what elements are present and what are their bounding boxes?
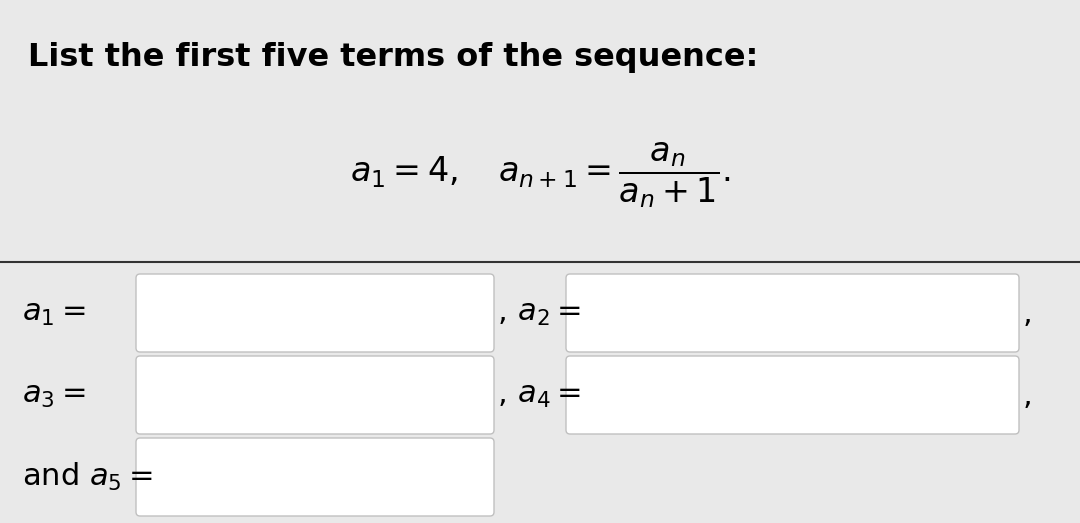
Text: and $a_5 =$: and $a_5 =$ <box>22 461 152 493</box>
Text: $,\, a_4 =$: $,\, a_4 =$ <box>497 381 581 410</box>
Text: $,$: $,$ <box>1022 381 1030 410</box>
FancyBboxPatch shape <box>566 356 1020 434</box>
Text: List the first five terms of the sequence:: List the first five terms of the sequenc… <box>28 42 758 73</box>
FancyBboxPatch shape <box>566 274 1020 352</box>
Text: $a_3 =$: $a_3 =$ <box>22 381 85 410</box>
Text: $a_1 = 4, \quad a_{n+1} = \dfrac{a_n}{a_n + 1}.$: $a_1 = 4, \quad a_{n+1} = \dfrac{a_n}{a_… <box>350 140 730 210</box>
Text: $,\, a_2 =$: $,\, a_2 =$ <box>497 299 581 327</box>
FancyBboxPatch shape <box>136 356 494 434</box>
FancyBboxPatch shape <box>136 438 494 516</box>
Text: $a_1 =$: $a_1 =$ <box>22 299 85 327</box>
FancyBboxPatch shape <box>136 274 494 352</box>
Text: $,$: $,$ <box>1022 299 1030 327</box>
